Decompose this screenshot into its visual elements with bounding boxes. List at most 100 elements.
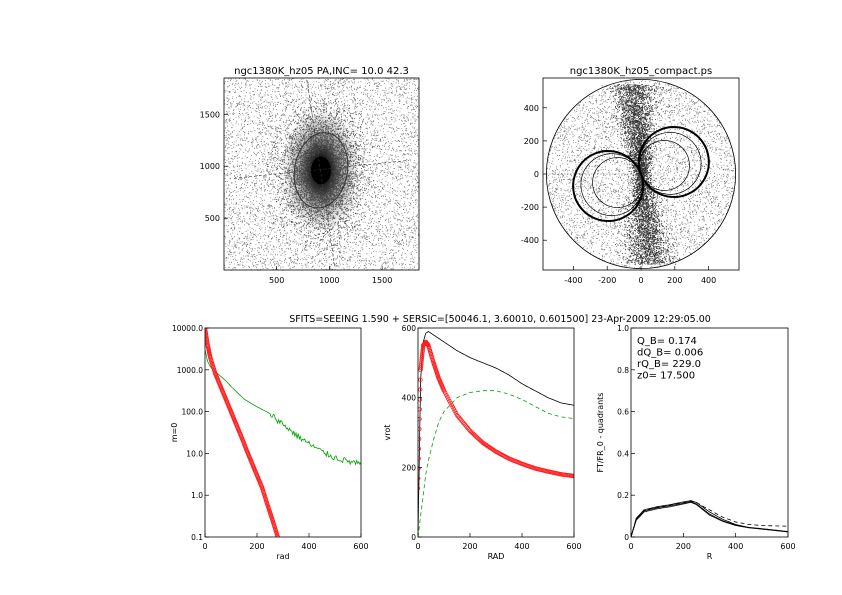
rotation-panel-xlabel: RAD: [488, 552, 505, 561]
series-2-marker: [418, 407, 422, 412]
y-tick-label: 0.8: [617, 366, 629, 375]
quadrant-panel-ylabel: FT/FR_0 - quadrants: [596, 393, 605, 473]
x-tick-label: 600: [566, 542, 581, 551]
series-2-marker: [420, 351, 425, 356]
annotation-1: dQ_B= 0.006: [637, 348, 703, 359]
x-tick-label: 0: [415, 542, 420, 551]
thin-lobe-upper: [639, 140, 690, 191]
series-2-marker: [442, 390, 448, 395]
x-tick-label: 200: [249, 542, 264, 551]
galaxy-nucleus: [310, 156, 331, 185]
x-tick-label: 600: [353, 542, 368, 551]
x-tick-label: 200: [667, 276, 682, 285]
series-2-marker: [418, 436, 422, 442]
series-2-marker: [419, 353, 425, 358]
y-tick-label: 1000: [200, 162, 220, 171]
y-tick-label: -200: [521, 203, 539, 212]
series-2-marker: [420, 349, 425, 354]
fit-ellipse: [293, 132, 349, 209]
y-tick-label: 1500: [200, 110, 220, 119]
profile-panel-xlabel: rad: [276, 552, 289, 561]
y-tick-label: 1.0: [617, 324, 629, 333]
x-tick-label: 400: [301, 542, 316, 551]
y-tick-label: 200: [402, 463, 417, 472]
series-0-line: [631, 500, 788, 537]
y-tick-label: 400: [402, 394, 417, 403]
compact-panel-title: ngc1380K_hz05_compact.ps: [570, 66, 713, 77]
thin-lobe-lower: [592, 157, 643, 208]
y-tick-label: 500: [205, 214, 220, 223]
quadrant-panel-frame: [630, 327, 789, 538]
series-1-line: [631, 501, 788, 537]
rotation-panel-frame: [417, 327, 575, 538]
bold-lobe-lower: [572, 149, 645, 223]
series-2-marker: [452, 408, 457, 414]
x-tick-label: 1500: [372, 276, 392, 285]
y-tick-label: 0: [624, 533, 629, 542]
series-2-marker: [419, 355, 425, 360]
series-3-line: [631, 500, 788, 537]
x-tick-label: 0: [638, 276, 643, 285]
x-tick-label: 0: [628, 542, 633, 551]
x-tick-label: 1000: [319, 276, 339, 285]
series-2-marker: [449, 402, 454, 408]
x-tick-label: 0: [202, 542, 207, 551]
series-2-marker: [446, 396, 451, 401]
compact-panel: -400 -200 0 200 400 -400 -200 0 200 400 ngc1380K_h…: [521, 66, 740, 285]
profile-panel: 0 200 400 600 0.1 1.0 10.0 100.0 1000.0 10000.0 ra…: [170, 324, 369, 561]
x-tick-label: 400: [728, 542, 743, 551]
series-2-marker: [418, 377, 423, 382]
bold-lobe-upper: [637, 125, 710, 199]
mirror-lobe-lower: [638, 132, 702, 195]
pa-line: [306, 79, 336, 269]
x-tick-label: 600: [780, 542, 795, 551]
series-2-line: [631, 501, 788, 537]
y-tick-label: 400: [524, 104, 539, 113]
y-tick-label: 600: [402, 324, 417, 333]
y-tick-label: 100.0: [182, 408, 204, 417]
figure-header: SFITS=SEEING 1.590 + SERSIC=[50046.1, 3.…: [289, 314, 711, 325]
x-tick-label: 500: [269, 276, 284, 285]
annotation-2: rQ_B= 229.0: [637, 359, 701, 370]
x-tick-label: -400: [564, 276, 582, 285]
quadrant-panel-xlabel: R: [707, 552, 713, 561]
y-tick-label: 10.0: [186, 449, 203, 458]
y-tick-label: 0: [534, 170, 539, 179]
x-tick-label: 200: [462, 542, 477, 551]
series-2-marker: [571, 473, 574, 479]
series-2-marker: [420, 347, 425, 352]
image-panel-frame: [223, 77, 420, 271]
series-1-marker: [275, 534, 280, 537]
series-2-marker: [418, 416, 422, 422]
annotation-3: z0= 17.500: [637, 371, 695, 382]
y-tick-label: 0.2: [617, 491, 629, 500]
profile-panel-ylabel: m=0: [170, 423, 179, 443]
series-2-marker: [418, 367, 423, 372]
y-tick-label: 0.1: [191, 533, 203, 542]
rotation-panel: 0 200 400 600 0 200 400 600 RAD vrot: [383, 324, 582, 561]
x-tick-label: 400: [514, 542, 529, 551]
y-tick-label: -400: [521, 236, 539, 245]
annotation-0: Q_B= 0.174: [637, 336, 697, 347]
series-1-line: [418, 390, 574, 537]
x-tick-label: 200: [676, 542, 691, 551]
y-tick-label: 0.4: [617, 449, 629, 458]
x-tick-label: -200: [598, 276, 616, 285]
y-tick-label: 1000.0: [177, 366, 203, 375]
series-2-marker: [419, 357, 424, 362]
y-tick-label: 1.0: [191, 491, 203, 500]
series-2-marker: [419, 361, 424, 366]
profile-panel-series: [205, 328, 361, 537]
series-0-line: [418, 331, 574, 537]
rotation-panel-ylabel: vrot: [383, 425, 392, 441]
image-panel-title: ngc1380K_hz05 PA,INC= 10.0 42.3: [234, 66, 409, 77]
y-tick-label: 200: [524, 137, 539, 146]
series-2-marker: [418, 446, 422, 451]
mirror-lobe-upper: [580, 153, 644, 216]
series-2-marker: [418, 363, 424, 368]
x-tick-label: 400: [701, 276, 716, 285]
quadrant-panel: 0 200 400 600 0 0.2 0.4 0.6 0.8 1.0 R FT/FR_0 - qua…: [596, 324, 796, 561]
series-2-marker: [419, 359, 424, 364]
y-tick-label: 0.6: [617, 408, 629, 417]
rotation-panel-series: [418, 331, 574, 537]
